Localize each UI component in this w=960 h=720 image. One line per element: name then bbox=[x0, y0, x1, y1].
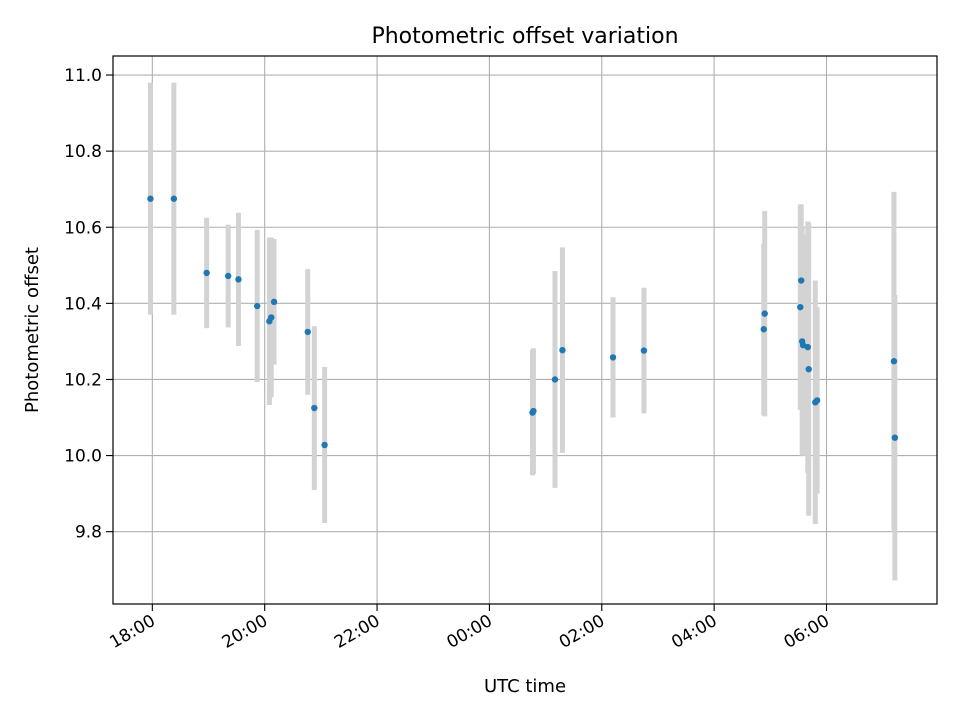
x-axis-label: UTC time bbox=[484, 676, 566, 697]
data-point bbox=[798, 277, 805, 284]
y-tick-label: 10.0 bbox=[64, 447, 102, 467]
data-point bbox=[311, 404, 318, 412]
data-point bbox=[890, 358, 898, 365]
data-point bbox=[203, 269, 210, 277]
data-point bbox=[270, 298, 278, 306]
data-point bbox=[235, 276, 242, 283]
y-tick-label: 10.4 bbox=[64, 294, 102, 314]
y-tick-label: 11.0 bbox=[64, 66, 102, 86]
data-point bbox=[813, 397, 821, 404]
data-point bbox=[224, 272, 232, 280]
data-point bbox=[609, 354, 617, 361]
data-point bbox=[761, 310, 768, 317]
data-points bbox=[147, 195, 899, 449]
data-point bbox=[147, 195, 154, 202]
y-tick-label: 10.2 bbox=[64, 370, 102, 390]
plot-frame bbox=[112, 55, 938, 605]
data-point bbox=[530, 407, 537, 415]
y-tick-label: 10.6 bbox=[64, 218, 102, 238]
data-point bbox=[797, 303, 804, 311]
data-point bbox=[559, 346, 566, 354]
data-point bbox=[760, 326, 767, 333]
data-point bbox=[891, 434, 899, 441]
y-axis-label: Photometric offset bbox=[22, 247, 43, 413]
data-point bbox=[804, 343, 811, 351]
data-point bbox=[805, 365, 812, 373]
data-point bbox=[640, 347, 648, 354]
data-point bbox=[321, 441, 328, 449]
data-point bbox=[254, 302, 261, 310]
chart-title: Photometric offset variation bbox=[371, 24, 678, 49]
y-tick-label: 10.8 bbox=[64, 142, 102, 162]
data-point bbox=[304, 328, 311, 336]
data-point bbox=[551, 376, 559, 383]
data-point bbox=[170, 195, 178, 202]
y-axis-ticks: 9.8 10.0 10.2 10.4 10.6 10.8 11.0 bbox=[64, 66, 113, 543]
data-point bbox=[268, 314, 275, 321]
y-tick-label: 9.8 bbox=[75, 523, 102, 543]
